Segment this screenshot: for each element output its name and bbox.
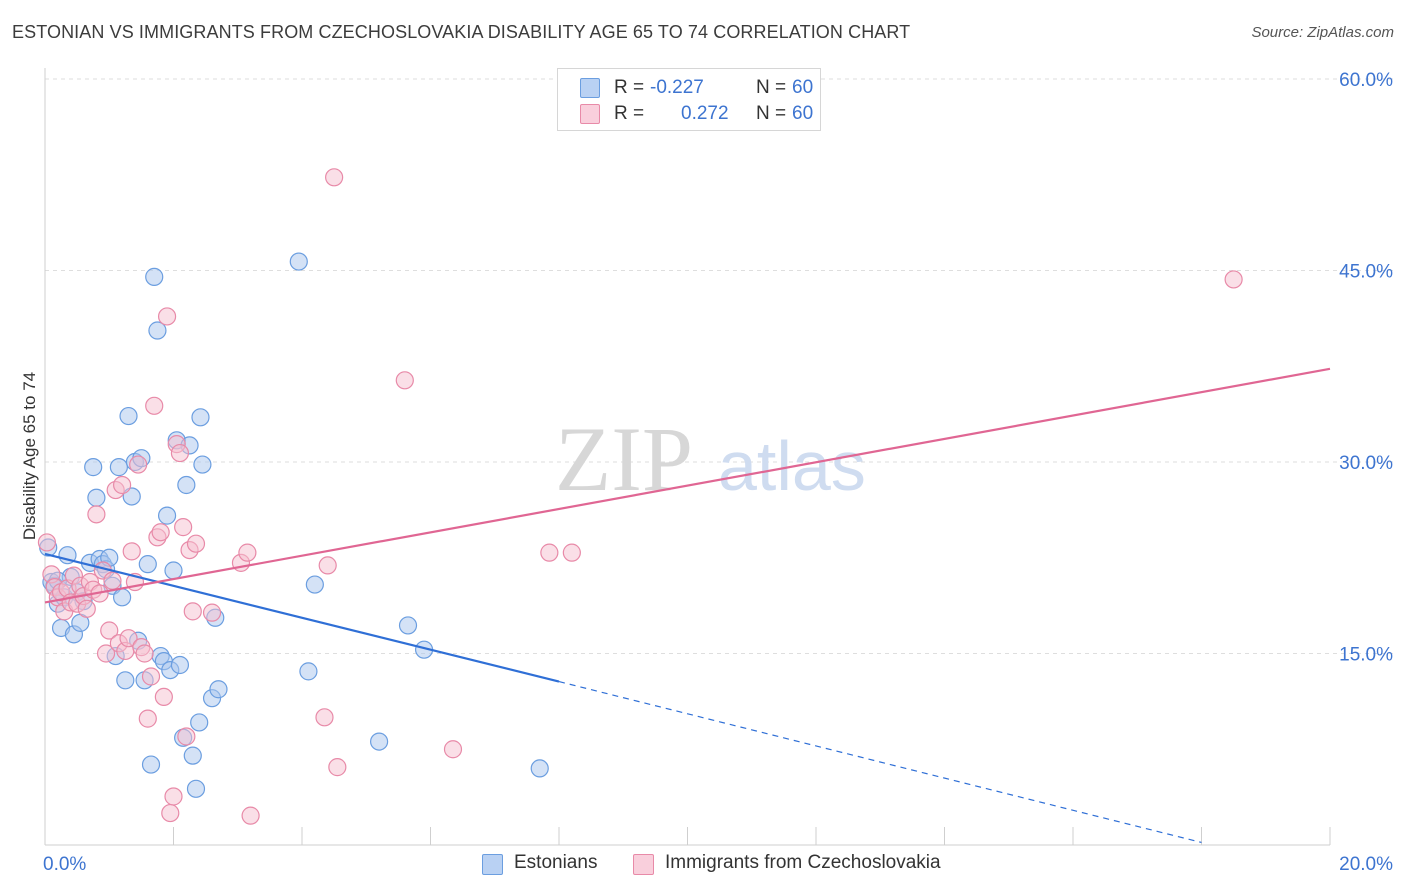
- estonian-point: [209, 680, 228, 699]
- r-label: R =: [614, 77, 645, 98]
- y-tick-label: 15.0%: [1339, 645, 1393, 666]
- czechoslovakia-trend-line: [44, 367, 1331, 604]
- estonian-point: [148, 321, 167, 340]
- legend-label: Immigrants from Czechoslovakia: [665, 852, 941, 873]
- n-value: 60: [792, 103, 814, 124]
- chart-title: ESTONIAN VS IMMIGRANTS FROM CZECHOSLOVAK…: [12, 22, 911, 42]
- czechoslovakia-point: [135, 644, 154, 663]
- estonian-point: [530, 759, 549, 778]
- czechoslovakia-point: [138, 709, 157, 728]
- x-tick-label: 0.0%: [43, 854, 86, 875]
- n-label: N =: [756, 103, 787, 124]
- czechoslovakia-point: [87, 505, 106, 524]
- czechoslovakia-point: [325, 168, 344, 187]
- n-label: N =: [756, 77, 787, 98]
- czechoslovakia-point: [129, 455, 148, 474]
- czechoslovakia-point: [1224, 270, 1243, 289]
- estonian-point: [177, 475, 196, 495]
- estonian-trend-line: [44, 552, 560, 683]
- estonian-point: [183, 746, 202, 765]
- czechoslovakia-point: [238, 543, 257, 562]
- r-value: -0.227: [650, 77, 704, 98]
- czechoslovakia-point: [177, 727, 196, 746]
- czechoslovakia-point: [122, 542, 141, 561]
- y-tick-label: 60.0%: [1339, 70, 1393, 91]
- y-tick-label: 30.0%: [1339, 453, 1393, 474]
- czechoslovakia-point: [141, 667, 161, 686]
- czechoslovakia-point: [154, 687, 173, 707]
- estonian-trend-extension: [558, 681, 1202, 844]
- n-value: 60: [792, 77, 814, 98]
- watermark-zip: ZIP: [555, 408, 693, 510]
- czechoslovakia-point: [395, 371, 414, 390]
- czechoslovakia-point: [161, 803, 180, 823]
- r-label: R =: [614, 103, 645, 124]
- correlation-legend: R = -0.227 N = 60 R = 0.272 N = 60: [557, 68, 821, 131]
- czechoslovakia-point: [202, 603, 222, 622]
- czechoslovakia-point: [77, 599, 96, 618]
- estonian-point: [299, 662, 318, 681]
- estonian-point: [289, 252, 308, 271]
- estonian-point: [119, 406, 138, 426]
- estonian-point: [170, 655, 190, 675]
- czechoslovakia-point: [170, 443, 190, 463]
- estonian-point: [84, 458, 103, 477]
- czechoslovakia-point: [151, 523, 170, 542]
- x-tick-label: 20.0%: [1339, 854, 1393, 875]
- legend-label: Estonians: [514, 852, 598, 873]
- estonian-point: [145, 267, 164, 286]
- czechoslovakia-point: [183, 602, 202, 621]
- czechoslovakia-point: [443, 740, 463, 759]
- czechoslovakia-point: [186, 534, 206, 553]
- czechoslovakia-point: [112, 475, 132, 495]
- trend-lines: [44, 367, 1331, 844]
- estonian-point: [370, 732, 389, 751]
- legend-swatch-pink: [580, 104, 600, 124]
- estonian-point: [164, 561, 183, 580]
- tick-labels: 15.0% 30.0% 45.0% 60.0% 0.0% 20.0%: [43, 70, 1393, 875]
- czechoslovakia-point: [119, 629, 138, 648]
- czechoslovakia-point: [164, 787, 183, 806]
- estonian-point: [116, 671, 135, 690]
- czechoslovakia-point: [328, 758, 347, 777]
- estonian-point: [112, 588, 132, 607]
- legend-swatch-pink: [633, 854, 654, 875]
- estonian-point: [191, 408, 210, 427]
- axes: [44, 68, 1331, 846]
- estonian-point: [141, 755, 161, 774]
- legend-swatch-blue: [482, 854, 503, 875]
- estonian-point: [305, 575, 324, 594]
- estonian-point: [398, 616, 418, 635]
- data-points: [37, 168, 1243, 825]
- y-tick-label: 45.0%: [1339, 262, 1393, 283]
- estonian-point: [186, 779, 206, 798]
- estonian-point: [157, 506, 177, 525]
- czechoslovakia-point: [96, 644, 116, 663]
- watermark: ZIP atlas: [555, 408, 866, 510]
- r-value: 0.272: [681, 103, 729, 124]
- czechoslovakia-point: [315, 708, 334, 727]
- czechoslovakia-point: [241, 806, 260, 825]
- estonian-point: [190, 713, 209, 732]
- estonian-point: [109, 458, 128, 477]
- czechoslovakia-point: [157, 307, 177, 326]
- czechoslovakia-point: [145, 396, 164, 415]
- czechoslovakia-point: [318, 556, 337, 575]
- czechoslovakia-point: [540, 543, 559, 562]
- estonian-point: [193, 455, 212, 474]
- estonian-point: [87, 488, 106, 507]
- source-credit: Source: ZipAtlas.com: [1251, 24, 1394, 41]
- czechoslovakia-point: [37, 533, 57, 552]
- czechoslovakia-point: [174, 518, 193, 537]
- czechoslovakia-point: [103, 571, 122, 590]
- legend-swatch-blue: [580, 78, 600, 98]
- czechoslovakia-point: [562, 543, 581, 562]
- czechoslovakia-point: [100, 621, 119, 640]
- estonian-point: [138, 555, 157, 574]
